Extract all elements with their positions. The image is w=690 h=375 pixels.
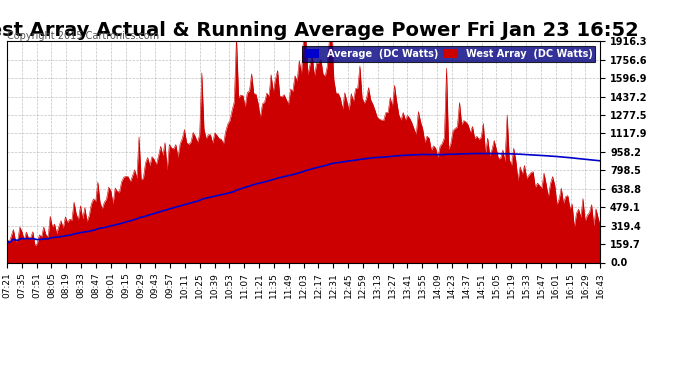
Text: Copyright 2015 Cartronics.com: Copyright 2015 Cartronics.com [7,32,159,41]
Title: West Array Actual & Running Average Power Fri Jan 23 16:52: West Array Actual & Running Average Powe… [0,21,639,40]
Legend: Average  (DC Watts), West Array  (DC Watts): Average (DC Watts), West Array (DC Watts… [302,46,595,62]
